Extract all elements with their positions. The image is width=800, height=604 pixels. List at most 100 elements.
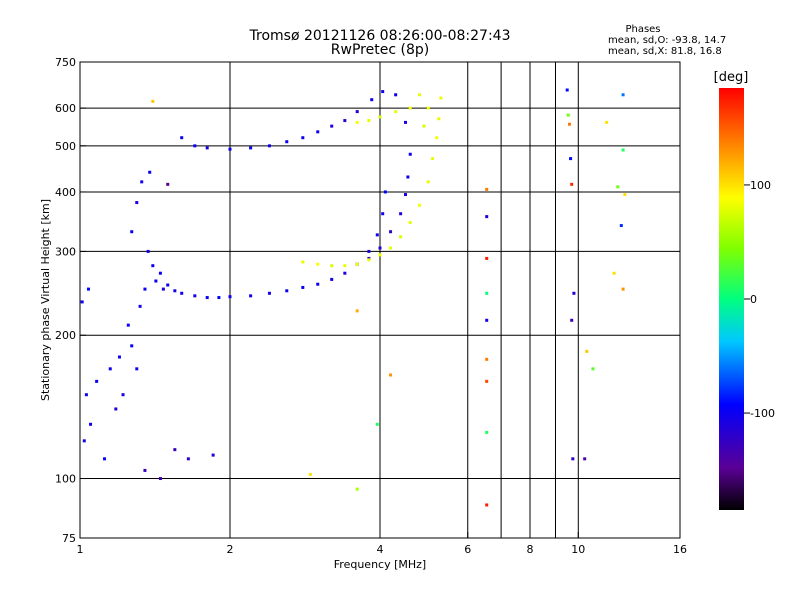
data-point: [108, 367, 112, 371]
data-point: [408, 106, 412, 110]
chart-title: Tromsø 20121126 08:26:00-08:27:43: [249, 28, 511, 44]
data-point: [355, 487, 359, 491]
data-point: [431, 157, 435, 161]
data-point: [166, 182, 170, 186]
data-point: [151, 264, 155, 268]
data-point: [135, 367, 139, 371]
x-tick-label: 16: [673, 543, 687, 556]
data-point: [389, 230, 393, 234]
data-point: [583, 457, 587, 461]
colorbar-unit-label: [deg]: [714, 70, 749, 85]
data-point: [375, 233, 379, 237]
data-point: [154, 279, 158, 283]
data-point: [569, 157, 573, 161]
data-point: [82, 439, 86, 443]
x-tick-label: 4: [377, 543, 384, 556]
data-point: [394, 93, 398, 97]
data-point: [143, 468, 147, 472]
data-point: [151, 99, 155, 103]
data-point: [485, 430, 489, 434]
data-point: [571, 457, 575, 461]
data-point: [572, 291, 576, 295]
data-point: [211, 453, 215, 457]
data-point: [485, 187, 489, 191]
data-point: [417, 93, 421, 97]
colorbar-ticks: 100 0 -100: [744, 179, 775, 420]
data-point: [228, 295, 232, 299]
data-point: [422, 124, 426, 128]
data-point: [367, 249, 371, 253]
data-point: [148, 170, 152, 174]
data-point: [86, 287, 90, 291]
data-point: [130, 230, 134, 234]
data-point: [621, 287, 625, 291]
x-tick-label: 1: [77, 543, 84, 556]
data-point: [570, 318, 574, 322]
data-point: [426, 106, 430, 110]
data-point: [166, 283, 170, 287]
data-point: [616, 185, 620, 189]
data-point: [205, 146, 209, 150]
x-axis-label: Frequency [MHz]: [334, 558, 426, 571]
phases-stats-title: Phases: [625, 24, 660, 35]
data-point: [619, 224, 623, 228]
data-point: [84, 393, 88, 397]
data-point: [126, 323, 130, 327]
x-tick-label: 2: [227, 543, 234, 556]
data-point: [367, 258, 371, 262]
data-point: [435, 136, 439, 140]
data-point: [355, 120, 359, 124]
data-point: [403, 193, 407, 197]
data-point: [389, 373, 393, 377]
data-point: [406, 175, 410, 179]
data-point: [355, 110, 359, 114]
data-point: [485, 291, 489, 295]
data-point: [621, 93, 625, 97]
x-tick-label: 10: [571, 543, 585, 556]
y-tick-label: 500: [55, 140, 76, 153]
data-point: [591, 367, 595, 371]
data-point: [146, 249, 150, 253]
phases-stats-x: mean, sd,X: 81.8, 16.8: [608, 46, 722, 57]
data-point: [605, 120, 609, 124]
chart-subtitle: RwPretec (8p): [331, 42, 429, 58]
colorbar-tick-label: -100: [750, 407, 775, 420]
data-point: [566, 113, 570, 117]
data-point: [394, 110, 398, 114]
data-point: [355, 262, 359, 266]
data-point: [485, 215, 489, 219]
data-point: [140, 180, 144, 184]
data-point: [330, 124, 334, 128]
data-point: [367, 119, 371, 123]
phase-colorbar: [719, 88, 744, 510]
data-point: [485, 503, 489, 507]
data-point: [130, 344, 134, 348]
data-point: [95, 379, 99, 383]
phases-stats-o: mean, sd,O: -93.8, 14.7: [608, 35, 726, 46]
data-point: [375, 422, 379, 426]
y-axis-label: Stationary phase Virtual Height [km]: [39, 199, 52, 401]
x-tick-label: 8: [527, 543, 534, 556]
data-point: [383, 190, 387, 194]
data-point: [308, 472, 312, 476]
data-point: [80, 300, 84, 304]
data-point: [316, 282, 320, 286]
data-point: [161, 287, 165, 291]
colorbar-tick-label: 0: [750, 293, 757, 306]
data-point: [485, 256, 489, 260]
grid-lines: [80, 62, 680, 538]
data-point: [370, 98, 374, 102]
y-axis-ticks: 75 100 200 300 400 500 600 750: [55, 56, 86, 545]
data-point: [330, 264, 334, 268]
data-point: [135, 201, 139, 205]
data-point: [426, 180, 430, 184]
data-points: [80, 88, 627, 507]
data-point: [399, 212, 403, 216]
data-point: [408, 221, 412, 225]
data-point: [417, 203, 421, 207]
data-point: [173, 289, 177, 293]
x-tick-label: 6: [464, 543, 471, 556]
data-point: [301, 260, 305, 264]
data-point: [612, 271, 616, 275]
data-point: [485, 357, 489, 361]
